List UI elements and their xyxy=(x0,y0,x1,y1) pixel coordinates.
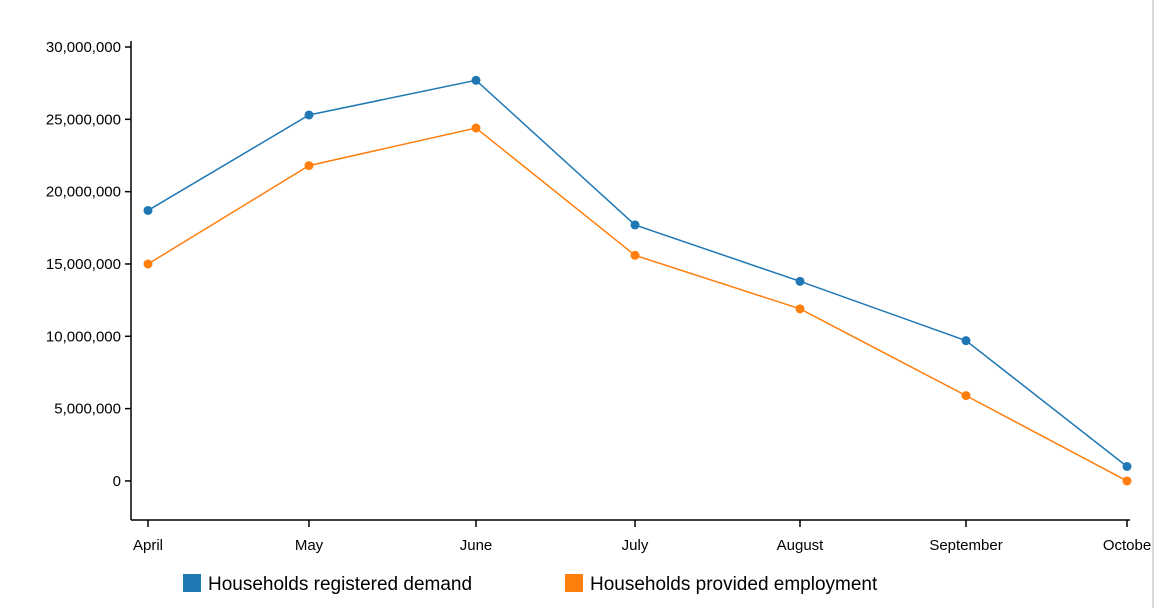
series-1-point xyxy=(795,304,805,314)
legend-label-provided-employment: Households provided employment xyxy=(590,574,878,595)
series-0-point xyxy=(630,220,640,230)
y-tick-label: 15,000,000 xyxy=(46,256,121,273)
y-tick-label: 0 xyxy=(113,473,121,490)
legend-swatch-provided-employment xyxy=(565,574,583,592)
x-tick-label: Octobe xyxy=(1103,537,1151,554)
series-0-point xyxy=(795,276,805,286)
series-0-point xyxy=(961,336,971,346)
y-tick-label: 10,000,000 xyxy=(46,328,121,345)
series-1-point xyxy=(304,161,314,171)
y-tick-label: 30,000,000 xyxy=(46,39,121,56)
y-tick-label: 25,000,000 xyxy=(46,111,121,128)
series-line-1 xyxy=(147,127,1128,482)
y-axis-ticks: 0 5,000,000 10,000,000 15,000,000 20,000,000… xyxy=(46,39,131,490)
x-tick-label: June xyxy=(460,537,493,554)
x-tick-label: July xyxy=(622,537,649,554)
right-border xyxy=(1152,0,1154,608)
legend-swatch-registered-demand xyxy=(183,574,201,592)
series-1-point xyxy=(471,123,481,133)
series-1-point xyxy=(630,250,640,260)
x-tick-label: May xyxy=(295,537,324,554)
series-1-point xyxy=(1122,476,1132,486)
series-0-point xyxy=(143,205,153,215)
series-0-point xyxy=(471,75,481,85)
y-tick-label: 20,000,000 xyxy=(46,184,121,201)
series-1-point xyxy=(961,391,971,401)
x-axis-ticks: April May June July August September Octobe xyxy=(133,520,1151,554)
series-line-0 xyxy=(147,79,1128,468)
legend-label-registered-demand: Households registered demand xyxy=(208,574,472,595)
x-tick-label: August xyxy=(777,537,825,554)
series-1-point xyxy=(143,259,153,269)
x-tick-label: April xyxy=(133,537,163,554)
legend: Households registered demand Households … xyxy=(183,574,878,595)
series-0-point xyxy=(304,110,314,120)
x-tick-label: September xyxy=(929,537,1002,554)
y-tick-label: 5,000,000 xyxy=(54,401,121,418)
series-layer xyxy=(143,75,1132,486)
series-0-point xyxy=(1122,461,1132,471)
